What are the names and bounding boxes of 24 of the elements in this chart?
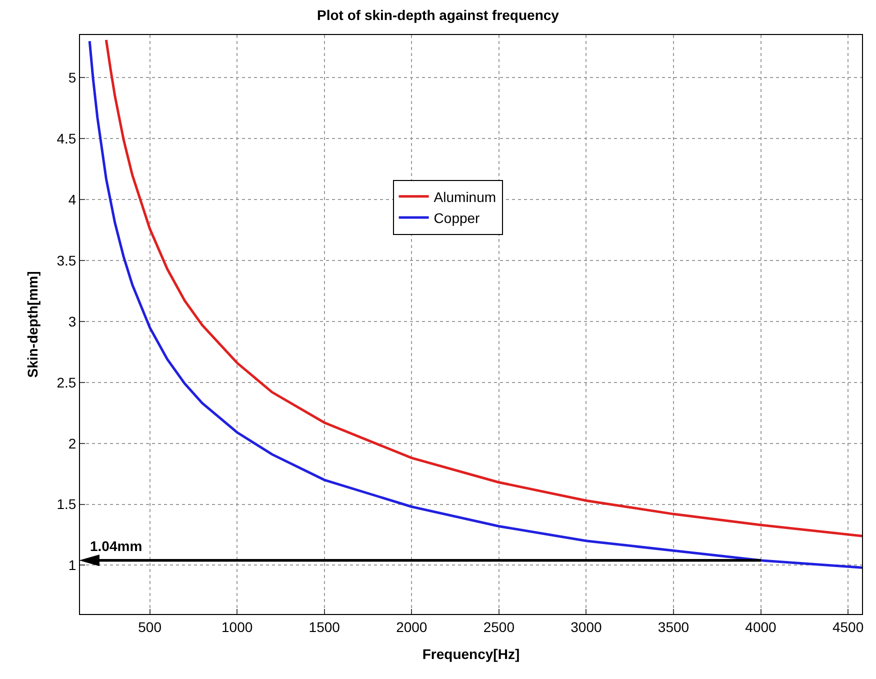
legend-label: Copper xyxy=(434,210,480,226)
x-tick-label: 3500 xyxy=(658,618,690,635)
chart-title: Plot of skin-depth against frequency xyxy=(317,6,560,23)
x-tick-label: 3000 xyxy=(570,618,602,635)
y-tick-label: 4 xyxy=(68,191,76,208)
y-tick-label: 1 xyxy=(68,557,76,574)
x-tick-label: 4500 xyxy=(832,618,864,635)
y-tick-label: 1.5 xyxy=(56,496,76,512)
x-tick-label: 1000 xyxy=(222,618,253,635)
y-tick-label: 4.5 xyxy=(56,130,76,147)
y-tick-label: 5 xyxy=(68,70,76,86)
x-tick-label: 500 xyxy=(138,618,162,635)
x-tick-label: 1500 xyxy=(308,618,340,635)
y-tick-label: 3 xyxy=(68,313,76,330)
y-tick-label: 2 xyxy=(68,435,76,452)
y-axis-title: Skin-depth[mm] xyxy=(24,271,40,378)
x-tick-label: 2000 xyxy=(396,618,428,635)
ref-line-label: 1.04mm xyxy=(90,538,142,554)
y-tick-label: 2.5 xyxy=(56,374,76,390)
legend-label: Aluminum xyxy=(434,188,496,205)
x-axis-title: Frequency[Hz] xyxy=(422,646,520,662)
x-tick-label: 4000 xyxy=(745,618,777,635)
x-tick-label: 2500 xyxy=(483,618,515,635)
y-tick-label: 3.5 xyxy=(56,252,76,268)
